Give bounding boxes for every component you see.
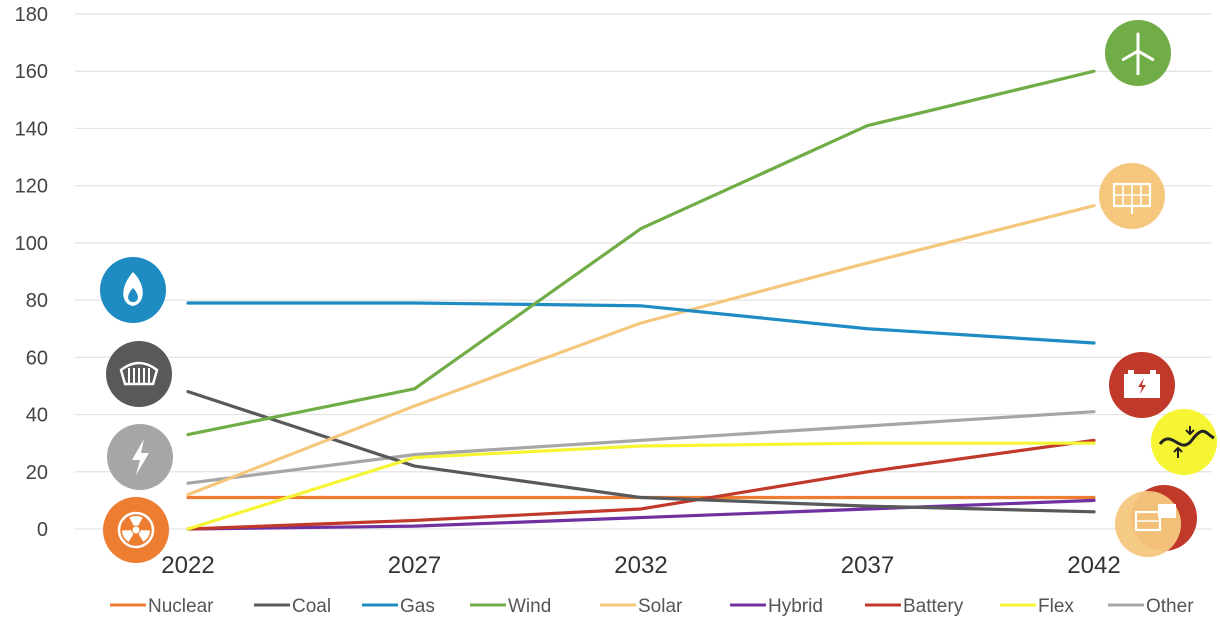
y-tick-label: 160	[15, 61, 48, 83]
legend-label-nuclear: Nuclear	[148, 596, 214, 617]
y-tick-label: 100	[15, 233, 48, 255]
series-line-other	[186, 410, 1096, 485]
lightning-icon	[107, 424, 173, 490]
x-tick-label: 2022	[161, 552, 214, 579]
legend-label-other: Other	[1146, 596, 1194, 617]
y-tick-label: 0	[37, 519, 48, 541]
grid-layer	[75, 13, 1212, 530]
y-tick-label: 140	[15, 118, 48, 140]
series-line-wind	[186, 69, 1096, 437]
legend-label-hybrid: Hybrid	[768, 596, 823, 617]
series-line-flex	[186, 441, 1096, 531]
y-tick-label: 40	[26, 405, 48, 427]
wind-turbine-icon	[1105, 20, 1171, 86]
coal-icon	[106, 341, 172, 407]
legend-label-wind: Wind	[508, 596, 551, 617]
y-axis-ticks: 0 20 40 60 80 100 120 140 160 180	[15, 4, 48, 541]
y-tick-label: 120	[15, 176, 48, 198]
legend-label-solar: Solar	[638, 596, 683, 617]
x-axis-ticks: 2022 2027 2032 2037 2042	[161, 552, 1120, 579]
hybrid-icon	[1115, 485, 1197, 557]
series-line-battery	[186, 438, 1096, 531]
series-line-coal	[186, 390, 1096, 514]
legend-label-gas: Gas	[400, 596, 435, 617]
series-line-hybrid	[186, 498, 1096, 531]
legend-label-flex: Flex	[1038, 596, 1074, 617]
series-icons	[100, 20, 1217, 563]
x-tick-label: 2027	[388, 552, 441, 579]
y-tick-label: 80	[26, 290, 48, 312]
legend-label-coal: Coal	[292, 596, 331, 617]
gas-flame-icon	[100, 257, 166, 323]
y-tick-label: 180	[15, 4, 48, 26]
series-line-solar	[186, 204, 1096, 497]
y-tick-label: 20	[26, 462, 48, 484]
flex-icon	[1151, 409, 1217, 475]
solar-panel-icon	[1099, 163, 1165, 229]
series-layer	[186, 69, 1096, 531]
nuclear-icon	[103, 497, 169, 563]
series-line-gas	[186, 301, 1096, 345]
battery-icon	[1109, 352, 1175, 418]
y-tick-label: 60	[26, 347, 48, 369]
x-tick-label: 2037	[841, 552, 894, 579]
x-tick-label: 2042	[1067, 552, 1120, 579]
legend-label-battery: Battery	[903, 596, 964, 617]
x-tick-label: 2032	[614, 552, 667, 579]
legend: Nuclear Coal Gas Wind Solar Hybrid Battery Flex…	[110, 596, 1194, 617]
